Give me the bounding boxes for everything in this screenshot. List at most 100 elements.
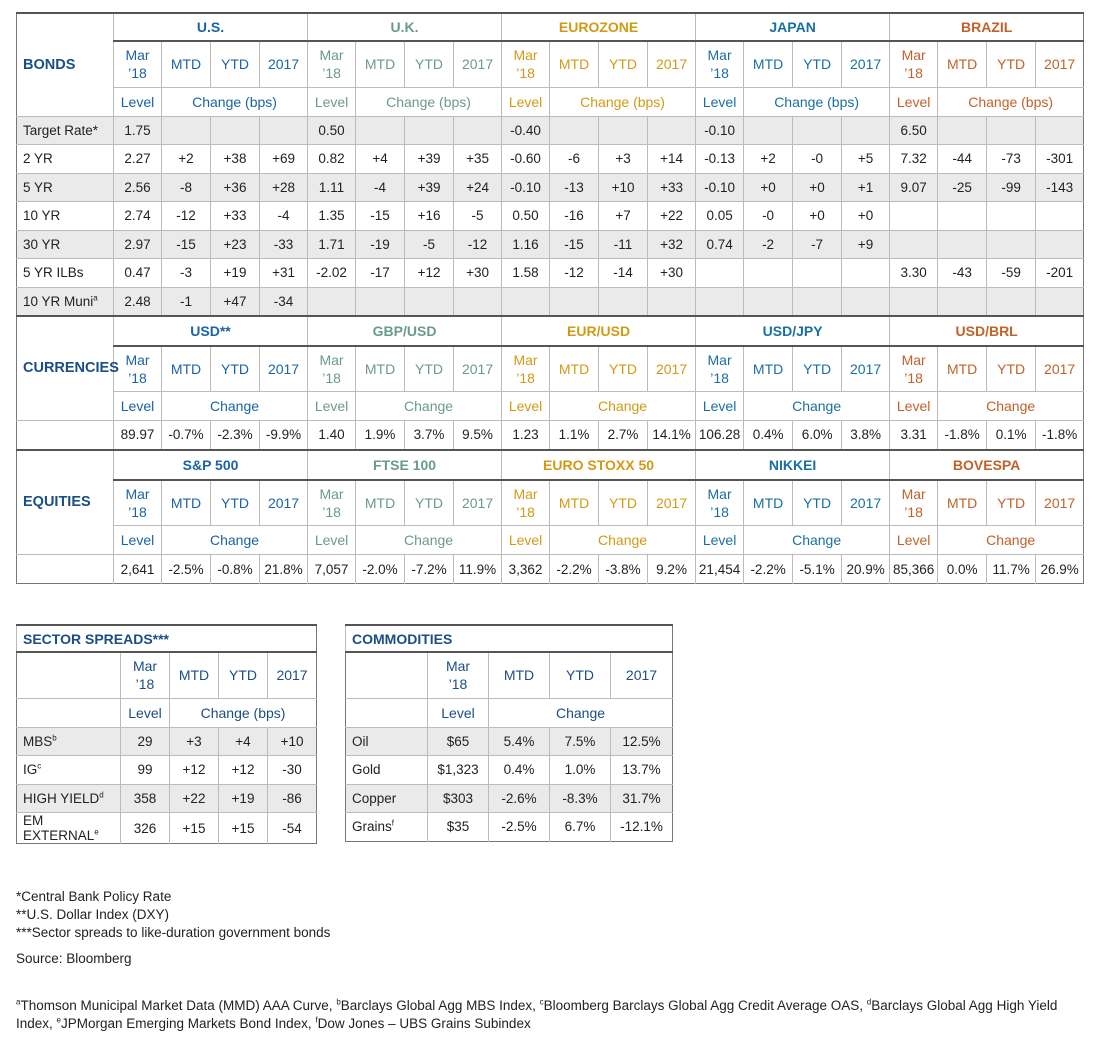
level-header: Level [113,525,162,555]
blank-cell [345,697,428,727]
commodities-table: COMMODITIES Mar ’18 MTD YTD 2017 Level Change Oi… [345,624,673,842]
value-cell: +32 [647,229,696,259]
value-cell [695,286,744,316]
value-cell: +7 [598,201,648,230]
group-header: EUR/USD [501,314,696,347]
equities-period-row: Mar ’18 MTD YTD 2017 Mar ’18 MTD YTD 2017 Mar ’18 MT… [17,479,1084,526]
value-cell: -9.9% [258,420,308,450]
value-cell: +0 [792,172,842,202]
group-header: GBP/USD [307,314,502,347]
period-mar18: Mar ’18 [889,479,938,526]
value-cell: 6.7% [549,812,611,841]
period-2017: 2017 [647,345,696,392]
period-mtd: MTD [161,345,211,392]
value-cell [743,286,793,316]
value-cell: -2.02 [307,258,356,287]
value-cell [889,286,938,316]
value-cell: -0.7% [161,420,211,450]
group-header: U.K. [307,12,502,42]
value-cell: +23 [210,229,260,259]
value-cell: 1.75 [113,115,162,145]
commodities-row: Grainsf $35 -2.5% 6.7% -12.1% [345,812,673,841]
period-ytd: YTD [792,40,842,87]
value-cell: -0.10 [695,115,744,145]
bond-row: 2 YR 2.27 +2 +38 +69 0.82 +4 +39 +35 -0.60 -6 +3 +14… [16,144,1084,173]
value-cell [986,229,1036,259]
value-cell: 358 [120,783,170,813]
value-cell: +19 [210,258,260,287]
period-ytd: YTD [210,345,260,392]
value-cell [889,201,938,230]
value-cell: -2.2% [549,554,599,584]
value-cell: -0 [743,201,793,230]
spreads-title-row: SECTOR SPREADS*** [15,624,317,653]
value-cell: -8 [161,172,211,202]
value-cell: 326 [120,812,170,844]
value-cell [355,115,405,145]
period-2017: 2017 [258,479,308,526]
period-mar18: Mar ’18 [501,479,550,526]
currencies-level-row: Level Change Level Change Level Change Level Ch… [17,391,1084,421]
value-cell: 3.30 [889,258,938,287]
value-cell [355,286,405,316]
group-header: FTSE 100 [307,448,502,481]
value-cell: $1,323 [427,755,489,784]
bonds-group-row: BONDS U.S. U.K. EUROZONE JAPAN BRAZIL [16,12,1084,116]
value-cell [743,258,793,287]
value-cell: +30 [453,258,502,287]
bond-row: 10 YR Munia 2.48 -1 +47 -34 [16,286,1084,316]
change-header: Change [937,525,1084,555]
value-cell: 2,641 [113,554,162,584]
value-cell: 2.56 [113,172,162,202]
value-cell: 0.0% [937,554,987,584]
value-cell: 0.50 [307,115,356,145]
row-label: 30 YR [16,229,114,259]
value-cell: 1.71 [307,229,356,259]
footnote-item: eJPMorgan Emerging Markets Bond Index, [56,1015,316,1031]
period-mtd: MTD [161,479,211,526]
value-cell: 11.9% [453,554,502,584]
value-cell: -30 [266,755,317,784]
spreads-row: IGc 99 +12 +12 -30 [16,755,317,784]
equities-group-row: EQUITIES S&P 500 FTSE 100 EURO STOXX 50 NIKK… [16,448,1084,555]
change-header: Change (bps) [549,86,696,116]
value-cell: -2.5% [161,554,211,584]
value-cell: 12.5% [610,726,673,756]
period-ytd: YTD [404,479,454,526]
value-cell: +15 [169,812,219,844]
value-cell: +4 [218,726,268,756]
value-cell: 31.7% [610,783,673,813]
value-cell [453,286,502,316]
row-label: Grainsf [345,812,428,841]
value-cell: -15 [161,229,211,259]
value-cell: -4 [258,201,308,230]
period-ytd: YTD [210,40,260,87]
value-cell [986,286,1036,316]
level-header: Level [307,525,356,555]
period-mtd: MTD [549,345,599,392]
value-cell: -7.2% [404,554,454,584]
row-label: HIGH YIELDd [16,783,121,813]
value-cell: +22 [169,783,219,813]
value-cell [647,286,696,316]
footnote-item: cBloomberg Barclays Global Agg Credit Av… [539,997,867,1013]
value-cell: 1.40 [307,420,356,450]
value-cell: -16 [549,201,599,230]
period-mar18: Mar ’18 [120,651,170,698]
notes: *Central Bank Policy Rate **U.S. Dollar … [16,888,330,942]
value-cell: +3 [169,726,219,756]
note-dxy: **U.S. Dollar Index (DXY) [16,907,170,922]
value-cell: -99 [986,172,1036,202]
value-cell: 26.9% [1035,554,1084,584]
change-header: Change [488,697,673,727]
value-cell [1035,229,1084,259]
period-ytd: YTD [404,345,454,392]
value-cell: +33 [210,201,260,230]
value-cell [937,229,987,259]
value-cell: 1.58 [501,258,550,287]
period-mtd: MTD [355,345,405,392]
value-cell: -44 [937,144,987,173]
level-header: Level [889,86,938,116]
period-mtd: MTD [743,479,793,526]
value-cell: -4 [355,172,405,202]
